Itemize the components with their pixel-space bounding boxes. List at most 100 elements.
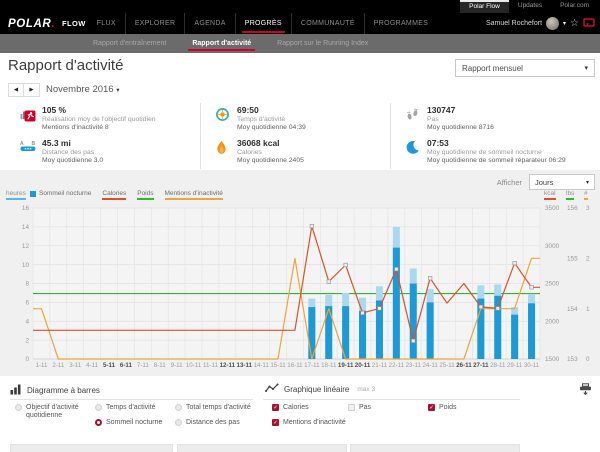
view-period-select[interactable]: Jours ▾ xyxy=(529,174,595,190)
stat-activity-time: 69:50Temps d'activitéMoy quotidienne 04:… xyxy=(200,103,390,136)
tab-updates[interactable]: Updates xyxy=(509,0,551,13)
radio-icon[interactable] xyxy=(15,404,22,411)
nav-item-programmes[interactable]: PROGRAMMES xyxy=(364,13,437,34)
stat-activity-goal: 105 %Réalisation moy de l'objectif quoti… xyxy=(0,103,200,136)
month-selector[interactable]: Novembre 2016 ▾ xyxy=(46,84,120,95)
svg-text:9-11: 9-11 xyxy=(171,362,183,369)
radio-selected-icon[interactable] xyxy=(95,419,102,426)
svg-text:15-11: 15-11 xyxy=(270,362,286,369)
svg-text:22-11: 22-11 xyxy=(389,362,405,369)
afficher-label: Afficher xyxy=(497,178,522,187)
svg-text:19-11: 19-11 xyxy=(338,362,354,369)
screen-share-icon[interactable] xyxy=(583,15,595,33)
user-menu[interactable]: Samuel Rochefort ▾ ☆ xyxy=(486,13,595,34)
nav-item-progres[interactable]: PROGRÈS xyxy=(235,13,291,34)
svg-text:153: 153 xyxy=(567,356,578,363)
nav-item-flux[interactable]: FLUX xyxy=(88,13,125,34)
subnav-running-index[interactable]: Rapport sur le Running Index xyxy=(269,34,376,53)
footer-card xyxy=(10,444,173,452)
stat-sleep: 07:53Moy quotidienne de sommeil nocturne… xyxy=(390,136,600,169)
checkbox-pas[interactable]: Pas xyxy=(348,404,371,411)
svg-text:10: 10 xyxy=(22,262,30,269)
legend-poids[interactable]: Poids xyxy=(137,190,153,200)
svg-text:3000: 3000 xyxy=(545,243,560,250)
chevron-down-icon: ▾ xyxy=(116,87,119,94)
line-section-header: Graphique linéaire max 3 xyxy=(265,383,375,395)
report-type-select[interactable]: Rapport mensuel ▾ xyxy=(455,59,595,77)
nav-item-communaute[interactable]: COMMUNAUTÉ xyxy=(291,13,364,34)
radio-total-temps-activite[interactable]: Total temps d'activité xyxy=(175,404,251,411)
subnav-rapport-activite[interactable]: Rapport d'activité xyxy=(184,34,259,53)
chevron-down-icon[interactable]: ▾ xyxy=(563,20,566,27)
activity-chart[interactable]: 0246810121416150020002500300035001531541… xyxy=(0,170,600,376)
svg-text:20-11: 20-11 xyxy=(355,362,371,369)
footer-card xyxy=(177,444,347,452)
checkbox-poids[interactable]: ✓ Poids xyxy=(428,404,457,411)
summary-stats: 105 %Réalisation moy de l'objectif quoti… xyxy=(0,103,600,169)
radio-icon[interactable] xyxy=(175,404,182,411)
svg-text:10-11: 10-11 xyxy=(186,362,202,369)
svg-text:6-11: 6-11 xyxy=(120,362,133,369)
checkbox-calories[interactable]: ✓ Calories xyxy=(272,404,309,411)
svg-text:16: 16 xyxy=(22,205,30,212)
polar-logo[interactable]: POLAR. xyxy=(8,18,55,30)
svg-text:12: 12 xyxy=(22,243,30,250)
svg-text:21-11: 21-11 xyxy=(372,362,388,369)
svg-text:2-11: 2-11 xyxy=(52,362,64,369)
axis-label-num: # xyxy=(584,190,588,200)
nav-item-flow[interactable]: FLOW xyxy=(62,19,86,28)
legend-calories[interactable]: Calories xyxy=(102,190,126,200)
checkbox-mentions-inactivite[interactable]: ✓ Mentions d'inactivité xyxy=(272,419,346,426)
svg-text:5-11: 5-11 xyxy=(103,362,116,369)
print-icon[interactable] xyxy=(579,382,592,400)
radio-icon[interactable] xyxy=(95,404,102,411)
radio-distance-des-pas[interactable]: Distance des pas xyxy=(175,419,240,426)
previous-month-button[interactable]: ◀ xyxy=(8,83,24,97)
activity-goal-icon xyxy=(20,107,36,136)
checkbox-checked-icon[interactable]: ✓ xyxy=(428,404,435,411)
svg-text:2000: 2000 xyxy=(545,318,560,325)
svg-text:3: 3 xyxy=(586,205,590,212)
svg-text:7-11: 7-11 xyxy=(137,362,149,369)
tab-polar-flow[interactable]: Polar Flow xyxy=(460,0,509,13)
checkbox-checked-icon[interactable]: ✓ xyxy=(272,404,279,411)
svg-text:6: 6 xyxy=(25,300,29,307)
chart-legend: Sommeil nocturne Calories Poids Mentions… xyxy=(30,190,223,200)
svg-text:154: 154 xyxy=(567,306,578,313)
avatar[interactable] xyxy=(546,17,559,30)
svg-text:8-11: 8-11 xyxy=(154,362,166,369)
next-month-button[interactable]: ▶ xyxy=(24,83,40,97)
svg-text:11-11: 11-11 xyxy=(203,362,218,369)
svg-text:12-11: 12-11 xyxy=(220,362,236,369)
chevron-down-icon: ▾ xyxy=(586,179,589,186)
svg-text:1: 1 xyxy=(586,306,590,313)
radio-icon[interactable] xyxy=(175,419,182,426)
radio-temps-activite[interactable]: Temps d'activité xyxy=(95,404,156,411)
svg-text:1-11: 1-11 xyxy=(35,362,47,369)
nav-item-explorer[interactable]: EXPLORER xyxy=(125,13,185,34)
svg-text:1500: 1500 xyxy=(545,356,560,363)
tab-polar-com[interactable]: Polar.com xyxy=(551,0,598,13)
legend-mentions-inactivite[interactable]: Mentions d'inactivité xyxy=(165,190,223,200)
distance-icon: AB xyxy=(20,140,36,169)
svg-text:23-11: 23-11 xyxy=(406,362,422,369)
subnav-rapport-entrainement[interactable]: Rapport d'entraînement xyxy=(85,34,174,53)
quick-links-bar: Polar Flow Updates Polar.com xyxy=(460,0,598,13)
svg-text:8: 8 xyxy=(25,281,29,288)
radio-sommeil-nocturne[interactable]: Sommeil nocturne xyxy=(95,419,162,426)
svg-text:0: 0 xyxy=(25,356,29,363)
checkbox-icon[interactable] xyxy=(348,404,355,411)
checkbox-checked-icon[interactable]: ✓ xyxy=(272,419,279,426)
svg-text:13-11: 13-11 xyxy=(237,362,253,369)
star-icon[interactable]: ☆ xyxy=(570,19,579,29)
svg-text:B: B xyxy=(32,141,36,147)
radio-objectif-activite[interactable]: Objectif d'activité quotidienne xyxy=(15,404,92,420)
page-title: Rapport d'activité xyxy=(8,57,123,74)
calories-icon xyxy=(215,140,231,169)
nav-item-agenda[interactable]: AGENDA xyxy=(184,13,234,34)
axis-label-kcal: kcal xyxy=(544,190,556,200)
svg-text:2: 2 xyxy=(586,256,590,263)
svg-text:3-11: 3-11 xyxy=(69,362,81,369)
steps-icon xyxy=(405,107,421,136)
legend-sommeil-nocturne[interactable]: Sommeil nocturne xyxy=(30,190,91,198)
